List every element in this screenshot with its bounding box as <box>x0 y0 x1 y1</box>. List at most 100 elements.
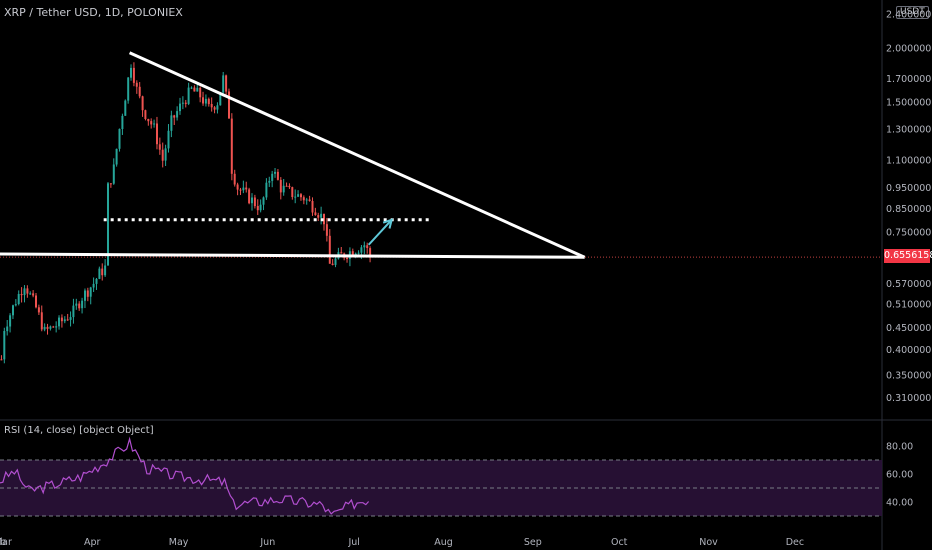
candle-body <box>242 187 245 191</box>
candle-body <box>228 91 230 119</box>
candle <box>14 299 17 307</box>
candle-body <box>144 110 147 119</box>
candle-body <box>239 189 242 191</box>
candle <box>233 169 236 187</box>
price-tick-label: 0.31000000 <box>886 393 932 404</box>
candle <box>181 96 184 110</box>
candle <box>86 287 89 302</box>
time-tick-label: Nov <box>699 537 718 548</box>
candle-body <box>170 115 173 131</box>
candle-body <box>115 148 118 165</box>
candlestick-series <box>0 62 372 364</box>
candle <box>213 106 216 114</box>
candle-body <box>274 171 276 174</box>
candle <box>23 285 26 303</box>
rsi-line <box>0 436 370 515</box>
candle <box>84 288 86 309</box>
projection-arrow <box>367 218 394 246</box>
candle <box>60 314 63 328</box>
candle-body <box>135 82 138 87</box>
candle-body <box>124 100 127 116</box>
time-axis: bMar Apr May Jun Jul Aug Sep Oct Nov Dec <box>0 537 804 548</box>
candle <box>6 320 9 336</box>
arrow-shaft <box>367 219 393 246</box>
candle <box>253 194 256 209</box>
candle <box>285 182 288 187</box>
candle-body <box>153 123 156 125</box>
price-tick-label: 2.00000000 <box>886 44 932 55</box>
candle <box>92 277 95 292</box>
candle <box>141 95 144 117</box>
candle <box>98 266 101 280</box>
candle-body <box>9 315 12 327</box>
candle-body <box>236 184 239 190</box>
candle <box>43 323 46 332</box>
time-tick-label: Oct <box>611 537 628 548</box>
candle <box>55 321 58 333</box>
candle-body <box>75 303 78 306</box>
candle-body <box>63 319 66 322</box>
candle-body <box>6 326 9 332</box>
candle <box>363 241 366 255</box>
support-line <box>0 252 585 259</box>
candle-body <box>43 326 46 330</box>
candle-body <box>294 196 297 198</box>
candle-body <box>271 173 274 181</box>
candle-body <box>204 98 207 104</box>
candle <box>366 242 369 254</box>
candle-body <box>216 105 219 110</box>
candle <box>242 180 245 194</box>
candle <box>135 80 138 94</box>
candle <box>308 195 311 202</box>
candle-body <box>127 77 130 101</box>
time-tick-label: May <box>169 537 189 548</box>
candle-body <box>32 293 35 296</box>
price-axis: 2.40000000 2.00000000 1.70000000 1.50000000… <box>0 9 932 404</box>
candle-body <box>262 197 265 205</box>
candle <box>46 323 49 335</box>
candle-body <box>158 144 161 150</box>
candle <box>291 186 294 200</box>
time-tick-label: Aug <box>434 537 453 548</box>
candle <box>158 137 161 155</box>
candle <box>29 291 32 295</box>
candle-body <box>320 213 323 218</box>
time-tick-label: Apr <box>84 537 101 548</box>
time-tick-label: Jun <box>259 537 275 548</box>
candle-body <box>66 319 69 321</box>
candle <box>196 84 199 92</box>
candle-body <box>12 305 14 316</box>
candle-body <box>219 92 222 106</box>
currency-unit-badge[interactable]: USDT <box>896 6 929 19</box>
candle-body <box>369 248 372 257</box>
candle-body <box>196 87 199 92</box>
price-tick-label: 0.45000000 <box>886 323 932 334</box>
drawings-layer <box>0 51 586 259</box>
candle <box>337 247 340 260</box>
candle <box>302 195 305 205</box>
rsi-tick-label: 40.00 <box>886 498 913 509</box>
candle <box>202 91 204 106</box>
rsi-indicator-label[interactable]: RSI (14, close) [object Object] <box>4 425 154 436</box>
candle <box>72 298 75 324</box>
candle <box>20 287 23 303</box>
candle <box>104 259 107 277</box>
candle <box>184 99 187 108</box>
candle <box>328 229 331 264</box>
candle-body <box>14 304 17 306</box>
candle-body <box>193 87 196 92</box>
candle-body <box>314 212 317 215</box>
candle-body <box>210 104 213 108</box>
candle-body <box>222 75 225 93</box>
candle <box>204 94 207 107</box>
candle <box>282 178 285 196</box>
candle-body <box>317 215 320 218</box>
candle-body <box>288 185 291 188</box>
price-tick-label: 1.50000000 <box>886 98 932 109</box>
candle <box>236 182 239 196</box>
candle <box>271 170 274 188</box>
candle <box>294 189 297 204</box>
candle-body <box>187 87 190 104</box>
candle <box>32 290 35 298</box>
